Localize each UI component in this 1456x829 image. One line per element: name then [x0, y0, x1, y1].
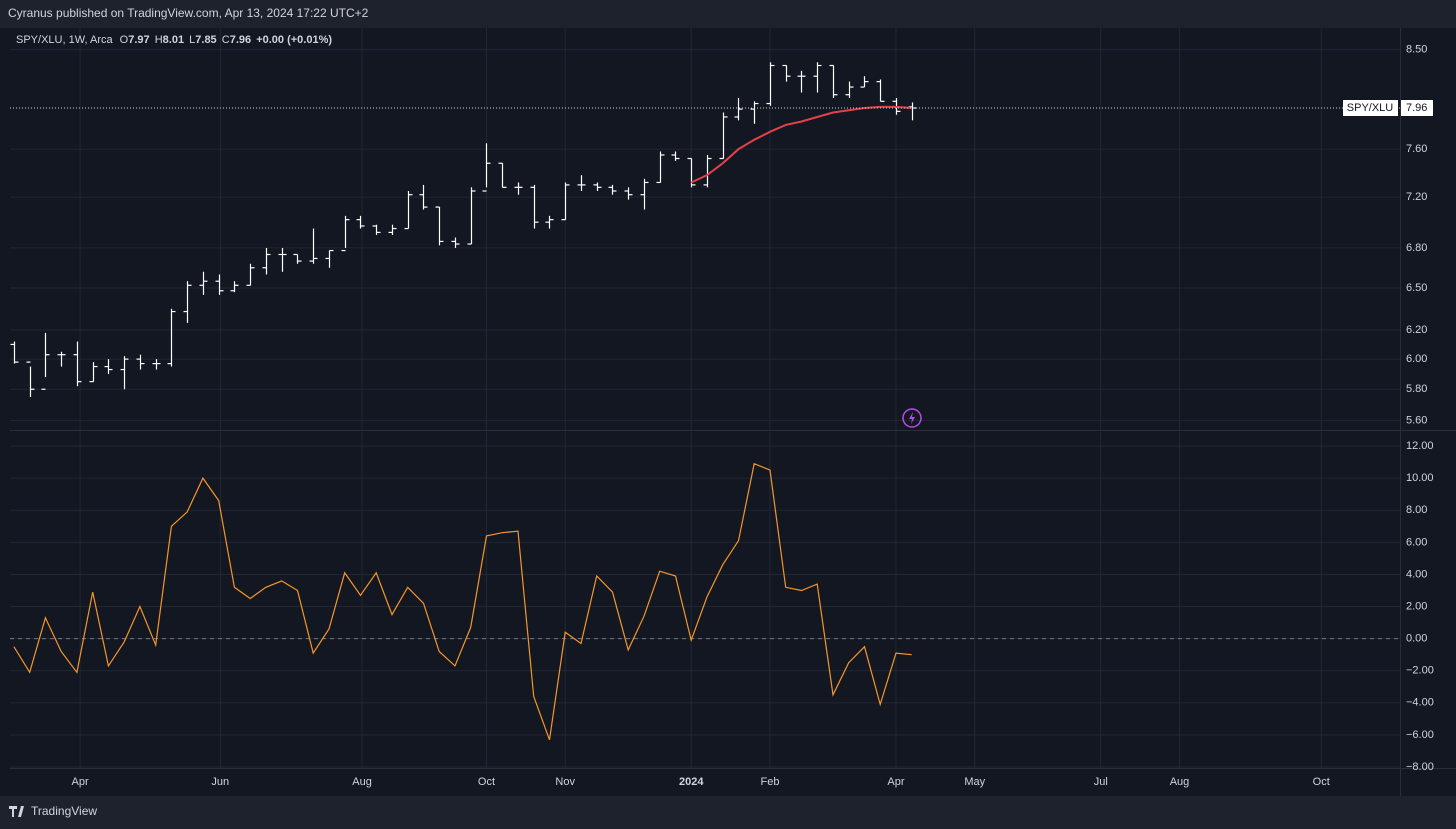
x-tick-label: Aug [352, 776, 372, 788]
footer-bar [0, 796, 1456, 829]
x-tick-label: Apr [72, 776, 89, 788]
y-tick-label: 6.50 [1406, 282, 1427, 294]
legend-h: H [155, 34, 163, 46]
y-tick-label: 8.00 [1406, 504, 1427, 516]
price-value-box [1401, 99, 1433, 116]
price-name-label: SPY/XLU [1347, 102, 1394, 114]
price-name-box [1343, 99, 1398, 116]
x-tick-label: 2024 [679, 776, 704, 788]
x-tick-label: Apr [887, 776, 904, 788]
x-tick-label: Jul [1094, 776, 1108, 788]
y-tick-label: 12.00 [1406, 440, 1434, 452]
y-tick-label: 6.00 [1406, 536, 1427, 548]
price-value-label: 7.96 [1406, 102, 1427, 114]
plot-area [10, 28, 1400, 768]
x-tick-label: Feb [760, 776, 779, 788]
x-tick-label: Oct [478, 776, 495, 788]
x-tick-label: Nov [555, 776, 575, 788]
y-tick-label: −2.00 [1406, 665, 1434, 677]
legend-close: 7.96 [230, 34, 251, 46]
legend-o: O [120, 34, 129, 46]
y-tick-label: −8.00 [1406, 761, 1434, 773]
oscillator-line [13, 462, 912, 741]
y-tick-label: 10.00 [1406, 472, 1434, 484]
y-tick-label: 0.00 [1406, 633, 1427, 645]
legend-low: 7.85 [195, 34, 216, 46]
x-tick-label: Oct [1313, 776, 1330, 788]
x-tick-label: Jun [211, 776, 229, 788]
y-tick-label: 2.00 [1406, 600, 1427, 612]
y-tick-label: 7.20 [1406, 191, 1427, 203]
x-tick-label: Aug [1170, 776, 1190, 788]
y-tick-label: 6.20 [1406, 324, 1427, 336]
y-tick-label: 4.00 [1406, 568, 1427, 580]
footer-logo [9, 806, 24, 817]
legend-l: L [189, 34, 195, 46]
legend-high: 8.01 [163, 34, 184, 46]
alert-icon [902, 408, 922, 428]
footer-text: TradingView [31, 804, 97, 818]
y-tick-label: −4.00 [1406, 697, 1434, 709]
x-tick-label: May [964, 776, 985, 788]
y-tick-label: 7.60 [1406, 143, 1427, 155]
moving-average [690, 105, 912, 184]
y-tick-label: 6.80 [1406, 242, 1427, 254]
marks [10, 62, 1400, 741]
grid [10, 28, 1400, 768]
y-tick-label: 5.80 [1406, 383, 1427, 395]
legend: SPY/XLU, 1W, Arca O7.97 H8.01 L7.85 C7.9… [16, 34, 332, 46]
legend-symbol: SPY/XLU, 1W, Arca [16, 34, 113, 46]
legend-open: 7.97 [128, 34, 149, 46]
header-bar [0, 0, 1456, 28]
y-tick-label: 6.00 [1406, 353, 1427, 365]
header-text: Cyranus published on TradingView.com, Ap… [8, 6, 369, 20]
y-tick-label: 8.50 [1406, 44, 1427, 56]
y-tick-label: 5.60 [1406, 414, 1427, 426]
legend-c: C [222, 34, 230, 46]
legend-change: +0.00 (+0.01%) [256, 34, 332, 46]
y-tick-label: −6.00 [1406, 729, 1434, 741]
